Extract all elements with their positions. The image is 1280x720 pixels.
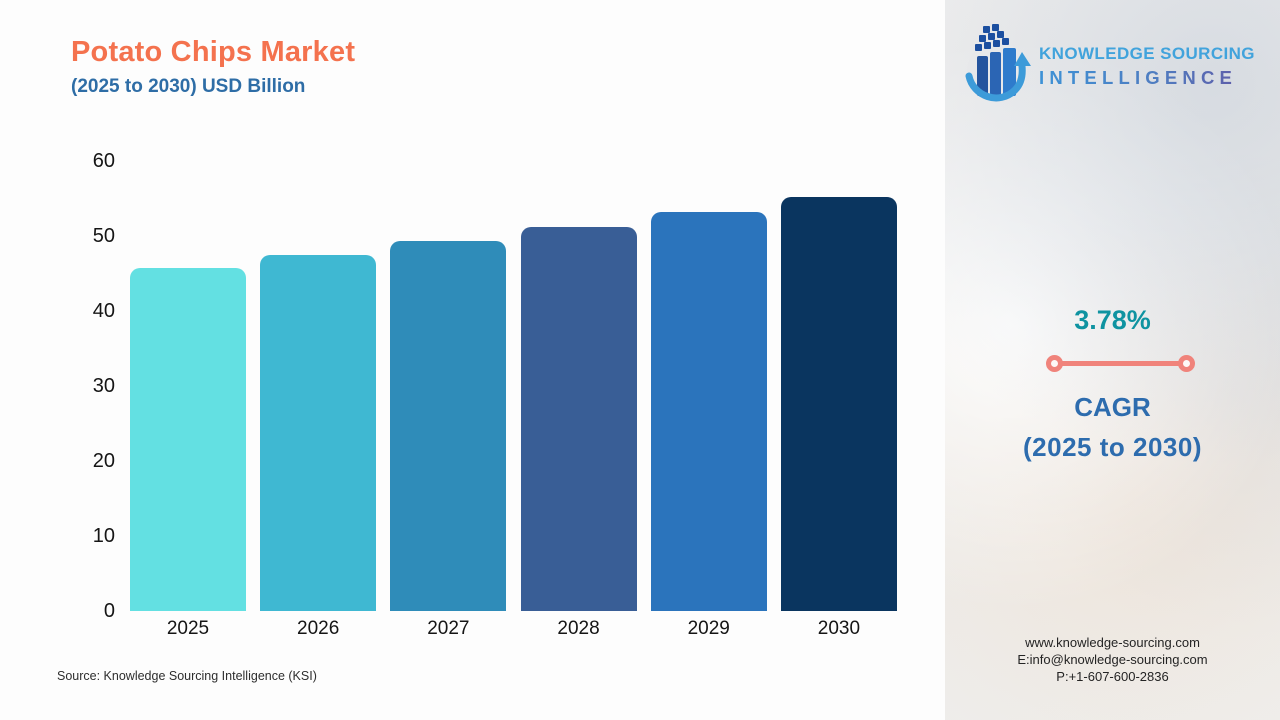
cagr-period: (2025 to 2030) (1023, 432, 1202, 462)
y-tick-label: 30 (92, 375, 115, 397)
x-tick-label: 2026 (297, 618, 340, 639)
company-logo: KNOWLEDGE SOURCING INTELLIGENCE (965, 20, 1265, 113)
x-tick-label: 2030 (817, 618, 861, 639)
ring-left-icon (1046, 355, 1063, 372)
x-axis: 2025 2026 2027 2028 2029 2030 (130, 618, 897, 640)
bar-2028 (520, 227, 637, 611)
bar-chart (130, 161, 897, 611)
page-subtitle: (2025 to 2030) USD Billion (71, 76, 306, 97)
cagr-connector-line (1046, 355, 1195, 372)
bar-2030 (780, 197, 897, 611)
logo-line1: KNOWLEDGE SOURCING (1039, 44, 1255, 63)
contact-phone: P:+1-607-600-2836 (1056, 669, 1169, 684)
y-tick-label: 40 (92, 300, 115, 322)
x-tick-label: 2029 (687, 618, 730, 639)
chart-section: Potato Chips Market (2025 to 2030) USD B… (55, 36, 897, 683)
bar-2026 (260, 254, 377, 611)
bar-2029 (650, 212, 767, 611)
logo-chart-arrow-icon (965, 20, 1031, 113)
x-tick-label: 2027 (427, 618, 470, 639)
y-tick-label: 0 (103, 600, 115, 622)
y-axis: 0 10 20 30 40 50 60 (55, 151, 115, 621)
y-tick-label: 10 (92, 525, 115, 547)
cagr-label: CAGR (1074, 392, 1151, 422)
right-panel: KNOWLEDGE SOURCING INTELLIGENCE 3.78% CA… (945, 0, 1280, 720)
logo-text: KNOWLEDGE SOURCING INTELLIGENCE (1039, 44, 1255, 89)
ring-right-icon (1178, 355, 1195, 372)
logo-line2: INTELLIGENCE (1039, 67, 1255, 89)
contact-website: www.knowledge-sourcing.com (1025, 635, 1200, 650)
y-tick-label: 20 (92, 450, 115, 472)
y-tick-label: 60 (92, 150, 115, 172)
bar-2025 (130, 267, 246, 611)
source-note: Source: Knowledge Sourcing Intelligence … (57, 669, 317, 683)
x-tick-label: 2028 (557, 618, 600, 639)
contact-info: www.knowledge-sourcing.com E:info@knowle… (945, 634, 1280, 685)
cagr-value: 3.78% (1074, 305, 1151, 335)
page-title: Potato Chips Market (71, 36, 356, 68)
y-tick-label: 50 (92, 225, 115, 247)
x-tick-label: 2025 (166, 618, 210, 639)
contact-email: E:info@knowledge-sourcing.com (1017, 652, 1208, 667)
bar-2027 (390, 241, 507, 611)
